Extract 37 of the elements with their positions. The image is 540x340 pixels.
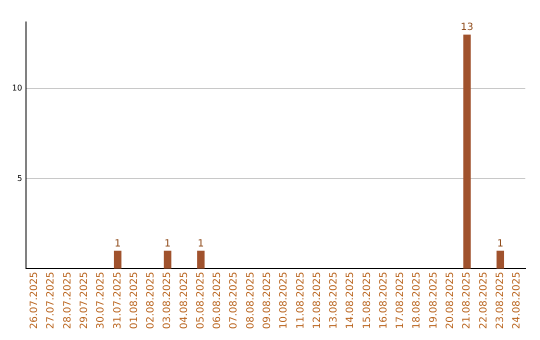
x-tick-label: 24.08.2025 [512,272,523,330]
x-tick-label: 11.08.2025 [295,272,306,330]
x-tick-label: 26.07.2025 [29,272,40,330]
data-label: 1 [114,238,121,250]
x-tick-label: 02.08.2025 [146,272,157,330]
x-tick-label: 10.08.2025 [278,272,290,330]
x-tick-label: 27.07.2025 [46,272,57,330]
x-tick-label: 06.08.2025 [212,272,224,330]
x-tick-label: 14.08.2025 [345,272,356,330]
x-tick-label: 31.07.2025 [112,272,124,330]
x-tick-label: 22.08.2025 [478,272,490,330]
x-tick-label: 18.08.2025 [412,272,423,330]
x-tick-label: 28.07.2025 [62,272,74,330]
data-label: 1 [198,238,204,250]
y-tick-label: 10 [12,84,22,93]
x-tick-label: 04.08.2025 [178,272,190,330]
y-tick-label: 5 [17,174,22,183]
x-tick-label: 21.08.2025 [462,272,473,330]
x-tick-label: 08.08.2025 [245,272,256,330]
x-tick-label: 03.08.2025 [162,272,174,330]
x-tick-label: 01.08.2025 [128,272,140,330]
data-label: 13 [460,22,474,34]
x-tick-label: 07.08.2025 [228,272,240,330]
x-tick-label: 20.08.2025 [444,272,456,330]
x-tick-label: 15.08.2025 [362,272,373,330]
x-tick-label: 23.08.2025 [494,272,506,330]
x-tick-label: 30.07.2025 [96,272,107,330]
x-tick-label: 16.08.2025 [378,272,390,330]
data-label: 1 [497,238,504,250]
x-tick-label: 09.08.2025 [262,272,273,330]
x-tick-label: 05.08.2025 [195,272,206,330]
data-label: 1 [164,238,171,250]
x-tick-label: 13.08.2025 [328,272,340,330]
x-tick-label: 17.08.2025 [395,272,406,330]
x-tick-label: 12.08.2025 [312,272,323,330]
x-tick-label: 19.08.2025 [428,272,440,330]
x-tick-label: 29.07.2025 [79,272,90,330]
